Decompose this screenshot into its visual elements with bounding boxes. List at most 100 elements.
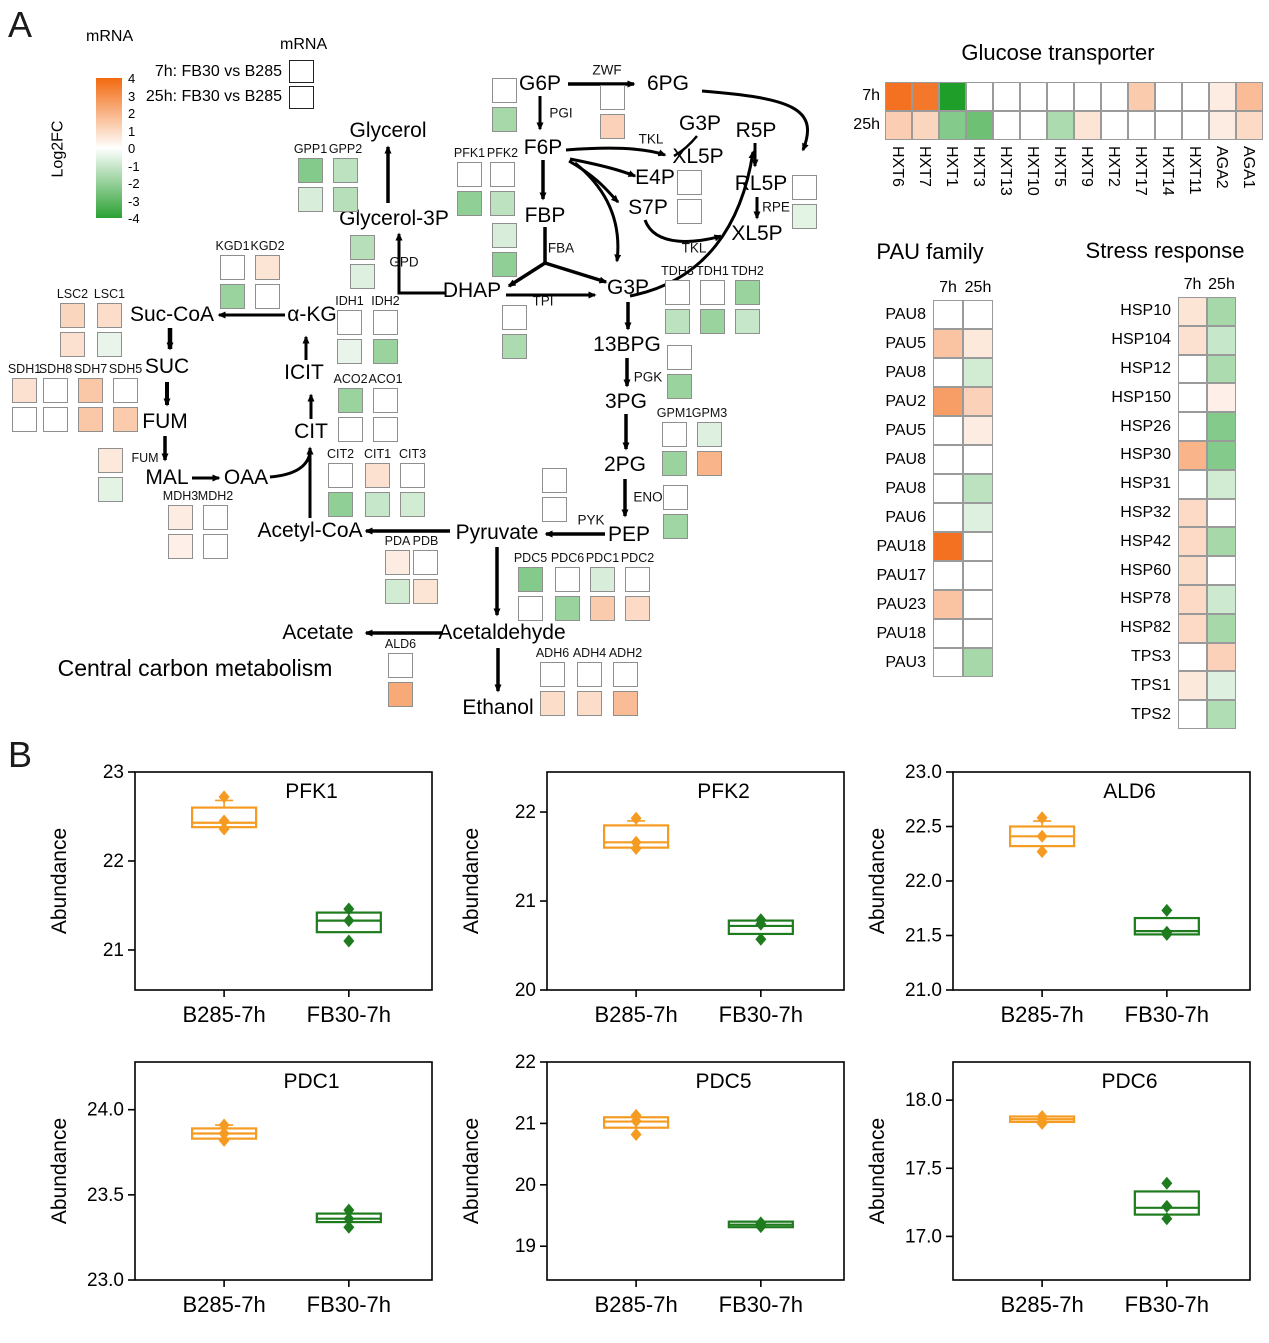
enzyme-arrow-label-pyk: PYK [577, 512, 605, 528]
enzyme-cell-cit3-7h [400, 463, 425, 488]
heatmap-cell-tps3-7h [1178, 642, 1207, 672]
heatmap-cell-pau8-25h [963, 358, 993, 387]
enzyme-cell-anon-7h [502, 305, 527, 330]
metabolite-label-kg: α-KG [287, 303, 337, 326]
heatmap-cell-pau17-25h [963, 561, 993, 590]
heatmap-cell-pau18-7h [933, 532, 963, 561]
enzyme-cell-adh4-7h [577, 662, 602, 687]
enzyme-cell-fum-7h [98, 448, 123, 473]
enzyme-cell-sdh5-25h [113, 407, 138, 432]
heatmap-cell-hsp30-25h [1207, 441, 1236, 470]
heatmap-cell-hsp82-25h [1207, 613, 1236, 643]
data-point [1161, 1199, 1173, 1213]
data-point [343, 914, 355, 928]
enzyme-label-pdc1: PDC1 [585, 551, 620, 565]
enzyme-cell-pdc5-25h [518, 596, 543, 621]
heatmap-cell-pau8-25h [963, 300, 993, 329]
enzyme-cell-pfk1-25h [457, 191, 482, 216]
enzyme-label-lsc2: LSC2 [56, 287, 89, 301]
heatmap-cell-pau8-7h [933, 474, 963, 503]
y-tick-label: 19 [515, 1236, 536, 1257]
metabolite-label-acetate: Acetate [282, 621, 354, 644]
enzyme-label-fum: FUM [131, 451, 159, 465]
metabolite-label-acetylcoa: Acetyl-CoA [257, 519, 363, 542]
heatmap-row-label-pau23-10: PAU23 [876, 595, 926, 613]
enzyme-label-adh6: ADH6 [535, 646, 570, 660]
enzyme-cell-tdh2-25h [735, 309, 760, 334]
heatmap-row-label-pau18-8: PAU18 [876, 537, 926, 555]
enzyme-label-mdh2: MDH2 [197, 489, 234, 503]
enzyme-arrow-label-zwf: ZWF [592, 62, 622, 78]
data-point [343, 902, 355, 916]
enzyme-label-mdh3: MDH3 [162, 489, 199, 503]
enzyme-label-tdh2: TDH2 [731, 264, 764, 278]
heatmap-row-label-hsp32-7: HSP32 [1120, 504, 1171, 521]
enzyme-cell-sdh1-25h [12, 407, 37, 432]
y-tick-label: 22 [103, 851, 124, 872]
heatmap-cell-pau18-25h [963, 619, 993, 648]
x-tick-label: FB30-7h [307, 1292, 391, 1317]
data-point [630, 1127, 642, 1141]
heatmap-cell-hsp32-7h [1178, 498, 1207, 528]
enzyme-cell-tdh2-7h [735, 280, 760, 305]
heatmap-row-label-hsp82-11: HSP82 [1120, 619, 1171, 637]
metabolite-label-e4p: E4P [635, 166, 675, 189]
pau-family-title: PAU family [876, 239, 984, 264]
heatmap-cell-hsp78-7h [1178, 585, 1207, 614]
glucose-cell-aga1-25h [1236, 111, 1263, 140]
enzyme-label-pdc6: PDC6 [550, 551, 585, 565]
y-tick-label: 22.5 [905, 817, 942, 838]
data-point [630, 1114, 642, 1128]
subplot-title: PDC1 [283, 1070, 339, 1093]
heatmap-cell-hsp31-25h [1207, 469, 1236, 499]
enzyme-cell-sdh1-7h [12, 378, 37, 403]
colorbar-tick-label: -2 [128, 176, 140, 191]
data-point [755, 917, 767, 931]
glucose-cell-aga2-7h [1209, 82, 1236, 111]
x-tick-label: FB30-7h [1125, 1002, 1209, 1027]
metabolite-label-glycerol3p: Glycerol-3P [339, 207, 449, 230]
legend-25h-swatch [289, 86, 314, 109]
heatmap-row-label-hsp26-4: HSP26 [1120, 417, 1171, 435]
metabolite-label-cit: CIT [294, 420, 328, 443]
glucose-cell-hxt13-7h [993, 82, 1020, 111]
heatmap-cell-pau5-25h [963, 329, 993, 358]
enzyme-cell-adh2-7h [613, 662, 638, 687]
glucose-col-label-aga1: AGA1 [1240, 146, 1257, 189]
enzyme-cell-anon-7h [492, 78, 517, 103]
enzyme-label-pfk2: PFK2 [486, 146, 519, 160]
enzyme-cell-lsc2-25h [60, 332, 85, 357]
boxplot-svg-pdc6: 17.0 17.5 18.0 Abundance PDC6 B285-7h FB30-7h [866, 1061, 1251, 1317]
boxplot-svg-ald6: 21.0 21.5 22.0 22.5 23.0 Abundance ALD6 B285-7h… [866, 762, 1251, 1027]
enzyme-label-adh2: ADH2 [608, 646, 643, 660]
metabolite-label-acetaldehyde: Acetaldehyde [438, 621, 566, 644]
glucose-col-label-hxt14: HXT14 [1159, 146, 1176, 196]
enzyme-cell-cit2-7h [328, 463, 353, 488]
y-tick-label: 20 [515, 980, 536, 1001]
enzyme-cell-mdh2-7h [203, 505, 228, 530]
data-point [1161, 927, 1173, 941]
enzyme-cell-sdh7-7h [78, 378, 103, 403]
enzyme-label-pdc2: PDC2 [620, 551, 655, 565]
glucose-col-label-hxt6: HXT6 [889, 146, 906, 187]
enzyme-cell-anon-7h [677, 170, 702, 195]
heatmap-cell-hsp42-7h [1178, 527, 1207, 557]
enzyme-cell-anon-7h [542, 468, 567, 493]
x-tick-label: FB30-7h [1125, 1292, 1209, 1317]
enzyme-cell-gpm3-7h [697, 422, 722, 447]
heatmap-cell-pau5-7h [933, 329, 963, 358]
enzyme-cell-kgd2-7h [255, 255, 280, 280]
heatmap-col-header-7h: 7h [1183, 276, 1202, 293]
plot-frame [546, 771, 845, 991]
boxplot-pdc5: 19 20 21 22 Abundance PDC5 B285-7h FB30-7h [452, 1048, 857, 1338]
y-tick-label: 23.5 [87, 1185, 124, 1206]
enzyme-cell-anon-7h [663, 485, 688, 510]
heatmap-row-label-hsp104-1: HSP104 [1111, 331, 1171, 349]
enzyme-cell-sdh8-7h [43, 378, 68, 403]
enzyme-arrow-label-tpi: TPI [532, 293, 554, 309]
y-axis-label: Abundance [460, 1118, 483, 1224]
heatmap-cell-pau6-7h [933, 503, 963, 532]
colorbar-tick-label: 1 [128, 123, 136, 139]
heatmap-row-label-pau5-4: PAU5 [885, 421, 926, 439]
enzyme-cell-cit1-25h [365, 492, 390, 517]
